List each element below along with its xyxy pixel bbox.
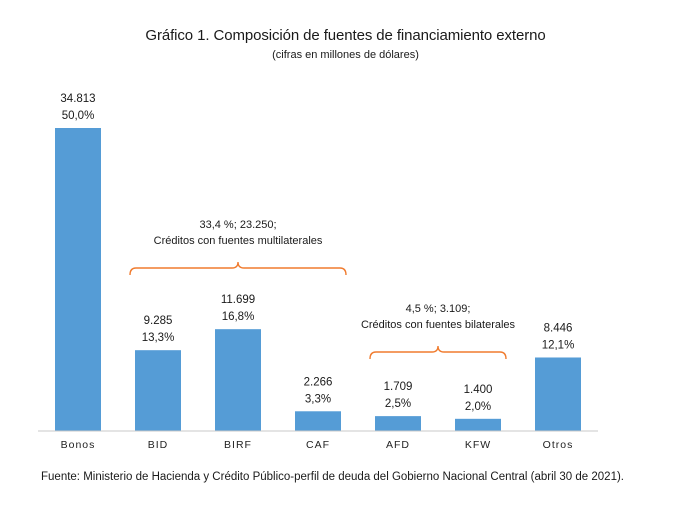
value-label-otros: 8.446 [544,322,573,334]
annotation-1-line2: Créditos con fuentes multilaterales [154,235,323,247]
percent-label-bid: 13,3% [142,332,175,344]
annotation-2-line1: 4,5 %; 3.109; [406,303,471,315]
percent-label-bonos: 50,0% [62,110,95,122]
annotation-2-line2: Créditos con fuentes bilaterales [361,319,516,331]
percent-label-caf: 3,3% [305,393,331,405]
category-label-afd: AFD [386,439,410,451]
bar-kfw [455,418,501,431]
category-label-caf: CAF [306,439,330,451]
value-label-afd: 1.709 [384,381,413,393]
category-label-bonos: Bonos [61,439,96,451]
percent-label-afd: 2,5% [385,398,411,410]
percent-label-birf: 16,8% [222,311,255,323]
labels-layer: 34.813 50,0% 9.285 13,3% 11.699 16,8% 2.266 3,3… [60,93,574,413]
value-label-bonos: 34.813 [60,93,95,105]
annotation-1-line1: 33,4 %; 23.250; [199,219,276,231]
category-label-kfw: KFW [465,439,491,451]
chart-subtitle: (cifras en millones de dólares) [272,49,419,61]
annotation-brace-1 [129,261,347,276]
bar-bonos [55,128,101,431]
bar-birf [215,329,261,431]
bar-caf [295,411,341,431]
chart-title: Gráfico 1. Composición de fuentes de fin… [145,27,546,44]
value-label-caf: 2.266 [304,376,333,388]
category-labels: Bonos BID BIRF CAF AFD KFW Otros [61,439,574,451]
percent-label-otros: 12,1% [542,339,575,351]
category-label-otros: Otros [543,439,574,451]
category-label-birf: BIRF [224,439,252,451]
annotation-brace-2 [369,345,507,360]
value-label-birf: 11.699 [221,294,255,306]
bar-otros [535,357,581,431]
source-note: Fuente: Ministerio de Hacienda y Crédito… [41,471,624,483]
value-label-kfw: 1.400 [464,384,493,396]
percent-label-kfw: 2,0% [465,401,491,413]
annotations-layer: 33,4 %; 23.250; Créditos con fuentes mult… [129,219,516,360]
bar-afd [375,416,421,431]
category-label-bid: BID [148,439,169,451]
value-label-bid: 9.285 [144,315,173,327]
bars-layer [55,128,581,431]
bar-bid [135,350,181,431]
